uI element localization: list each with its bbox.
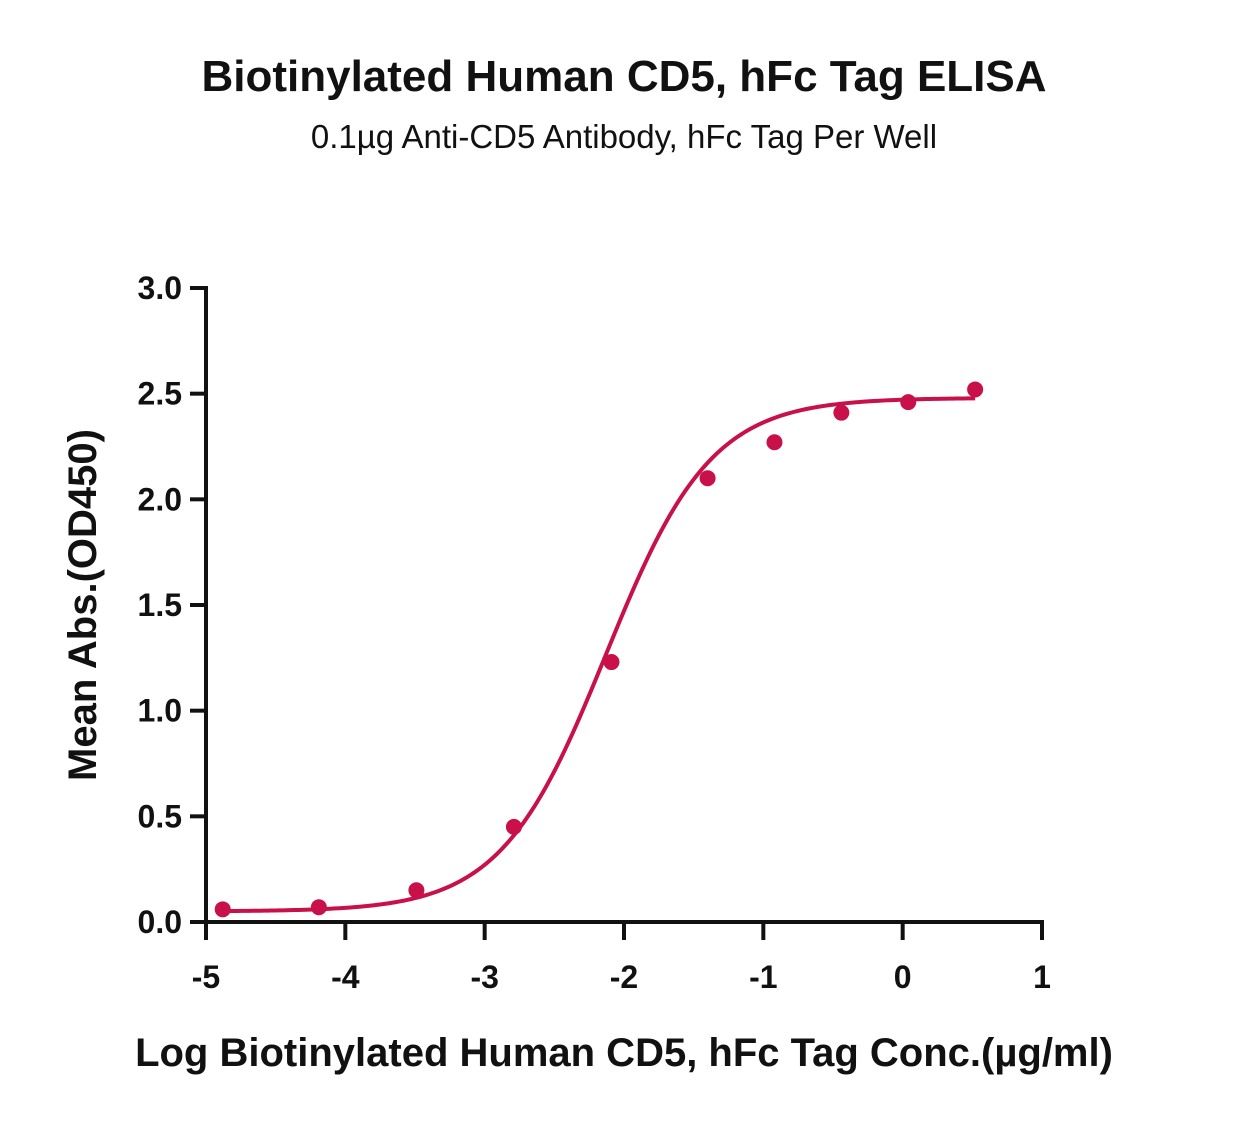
x-tick-label: -4 [331,959,360,995]
data-point [603,654,620,671]
data-point [408,882,425,899]
y-tick-label: 1.5 [138,587,182,623]
y-axis-label: Mean Abs.(OD450) [61,429,105,781]
fit-curve [222,396,976,914]
x-tick-label: 0 [894,959,912,995]
y-tick-label: 2.5 [138,376,182,412]
data-point [310,899,327,916]
x-axis-label: Log Biotinylated Human CD5, hFc Tag Conc… [135,1031,1113,1075]
data-point [699,470,716,487]
y-tick-label: 3.0 [138,270,182,306]
y-tick-label: 0.0 [138,904,182,940]
data-point [900,394,917,411]
x-tick-label: -3 [470,959,498,995]
x-tick-label: -5 [192,959,220,995]
x-tick-label: -1 [749,959,777,995]
y-tick-label: 1.0 [138,693,182,729]
y-tick-label: 2.0 [138,481,182,517]
x-tick-label: -2 [610,959,638,995]
data-point [505,818,522,835]
data-point [214,901,231,918]
data-point [766,434,783,451]
y-axis-ticks: 0.0 0.5 1.0 1.5 2.0 2.5 3.0 [138,270,206,940]
data-point [833,404,850,421]
data-point [967,381,984,398]
x-axis-ticks: -5 -4 -3 -2 -1 0 1 [192,922,1051,995]
chart-subtitle: 0.1µg Anti-CD5 Antibody, hFc Tag Per Wel… [310,118,938,155]
axes [204,286,1044,924]
data-points [214,381,984,918]
x-tick-label: 1 [1033,959,1051,995]
chart-title: Biotinylated Human CD5, hFc Tag ELISA [201,52,1047,101]
y-tick-label: 0.5 [138,798,182,834]
